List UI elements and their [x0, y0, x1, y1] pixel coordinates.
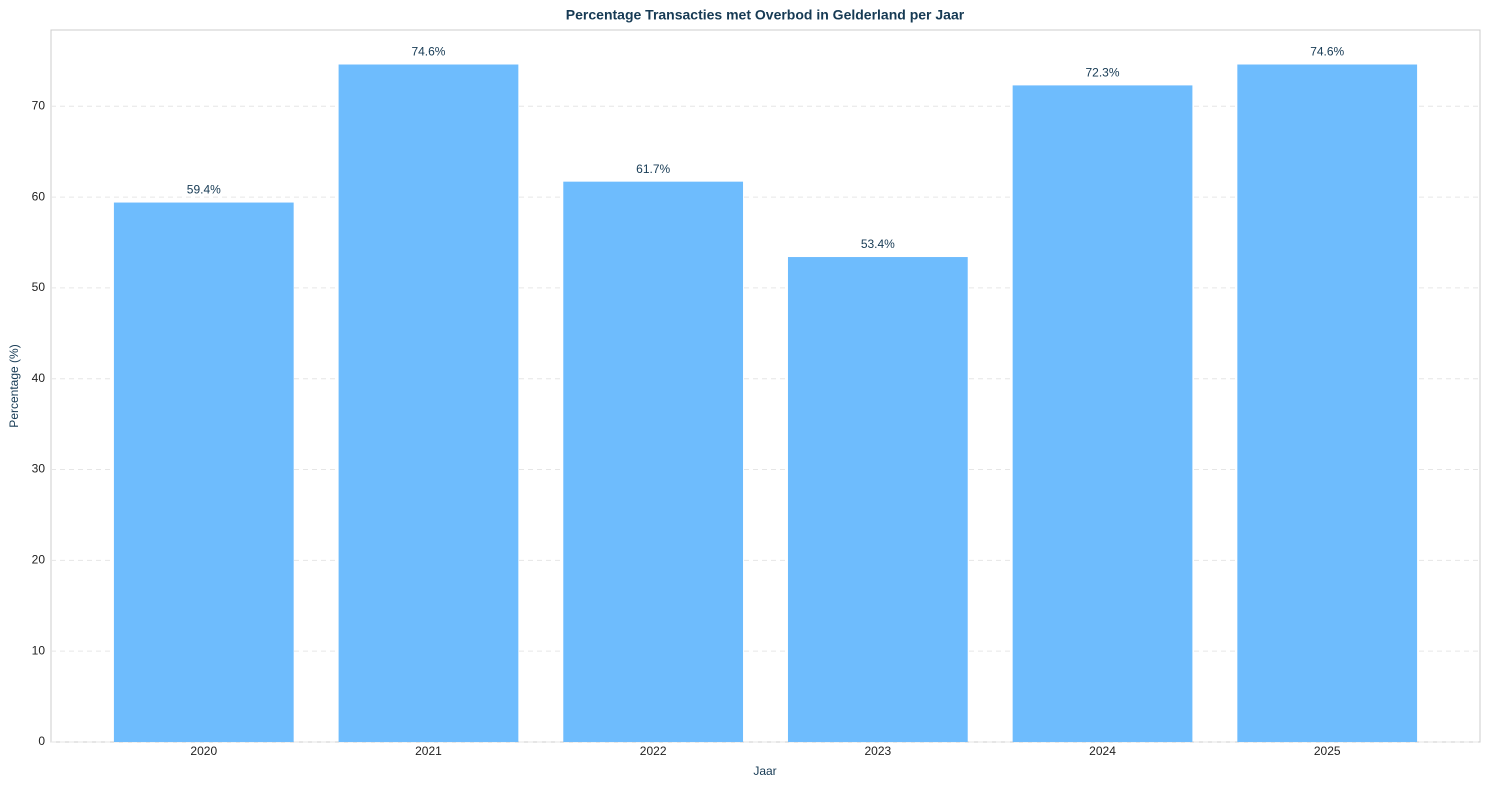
value-label: 53.4%: [861, 237, 895, 251]
bar: [1237, 64, 1418, 743]
value-label: 74.6%: [1310, 45, 1344, 59]
y-tick-label: 20: [32, 553, 46, 567]
value-label: 59.4%: [187, 183, 221, 197]
y-tick-label: 60: [32, 189, 46, 203]
x-tick-label: 2021: [415, 744, 442, 758]
x-tick-label: 2020: [190, 744, 217, 758]
x-tick-label: 2022: [640, 744, 667, 758]
y-tick-label: 30: [32, 462, 46, 476]
bar: [338, 64, 519, 743]
chart-title: Percentage Transacties met Overbod in Ge…: [566, 7, 965, 23]
value-label: 61.7%: [636, 162, 670, 176]
value-label: 72.3%: [1086, 66, 1120, 80]
bar: [113, 202, 294, 742]
x-tick-label: 2023: [864, 744, 891, 758]
y-tick-label: 0: [38, 734, 45, 748]
x-tick-label: 2024: [1089, 744, 1116, 758]
bar: [563, 181, 744, 742]
y-tick-label: 70: [32, 98, 46, 112]
bar: [1012, 85, 1193, 743]
x-tick-label: 2025: [1314, 744, 1341, 758]
y-axis-label: Percentage (%): [7, 344, 21, 427]
y-tick-label: 50: [32, 280, 46, 294]
bar: [787, 257, 968, 742]
value-label: 74.6%: [411, 45, 445, 59]
x-axis-label: Jaar: [753, 764, 776, 778]
y-tick-label: 40: [32, 371, 46, 385]
y-tick-label: 10: [32, 643, 46, 657]
